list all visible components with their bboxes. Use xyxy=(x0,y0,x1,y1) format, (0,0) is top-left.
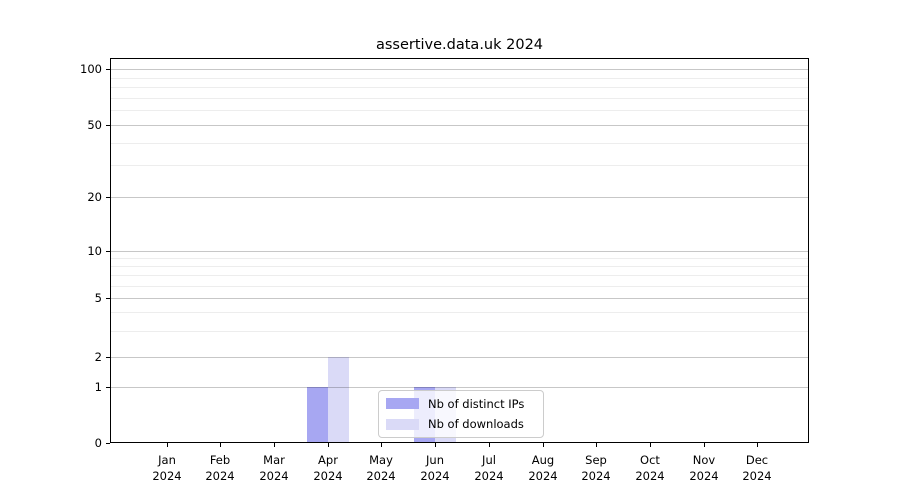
x-tick-mark-jun xyxy=(435,443,436,447)
month-label: Aug xyxy=(531,453,555,467)
major-gridline-100 xyxy=(110,69,809,70)
year-label: 2024 xyxy=(689,469,719,483)
month-label: May xyxy=(369,453,393,467)
bottom-spine xyxy=(110,442,809,443)
x-tick-label-jun: Jun 2024 xyxy=(407,452,463,484)
month-label: Dec xyxy=(745,453,769,467)
y-axis-spine xyxy=(110,58,111,443)
x-tick-label-aug: Aug 2024 xyxy=(515,452,571,484)
major-gridline-2 xyxy=(110,357,809,358)
x-tick-mark-mar xyxy=(274,443,275,447)
y-tick-mark-0 xyxy=(106,443,110,444)
x-tick-label-mar: Mar 2024 xyxy=(246,452,302,484)
legend-item-label: Nb of downloads xyxy=(428,417,524,432)
month-label: Oct xyxy=(640,453,660,467)
x-tick-label-nov: Nov 2024 xyxy=(676,452,732,484)
y-tick-label-20: 20 xyxy=(87,190,102,204)
major-gridline-10 xyxy=(110,251,809,252)
year-label: 2024 xyxy=(635,469,665,483)
x-tick-mark-oct xyxy=(650,443,651,447)
x-tick-mark-sep xyxy=(596,443,597,447)
year-label: 2024 xyxy=(152,469,182,483)
legend-item: Nb of distinct IPs xyxy=(386,394,536,414)
year-label: 2024 xyxy=(205,469,235,483)
year-label: 2024 xyxy=(528,469,558,483)
major-gridline-5 xyxy=(110,298,809,299)
bar-nb-of-downloads-apr xyxy=(328,357,349,443)
minor-gridline-30 xyxy=(110,165,809,166)
y-tick-mark-2 xyxy=(106,357,110,358)
year-label: 2024 xyxy=(313,469,343,483)
x-tick-mark-apr xyxy=(328,443,329,447)
year-label: 2024 xyxy=(581,469,611,483)
legend-item-label: Nb of distinct IPs xyxy=(428,396,525,411)
minor-gridline-4 xyxy=(110,312,809,313)
x-tick-mark-nov xyxy=(704,443,705,447)
month-label: Apr xyxy=(318,453,338,467)
minor-gridline-80 xyxy=(110,87,809,88)
x-tick-mark-jan xyxy=(167,443,168,447)
y-tick-label-0: 0 xyxy=(94,436,102,450)
minor-gridline-90 xyxy=(110,78,809,79)
x-tick-label-jan: Jan 2024 xyxy=(139,452,195,484)
x-tick-label-feb: Feb 2024 xyxy=(192,452,248,484)
y-tick-mark-20 xyxy=(106,197,110,198)
plot-area xyxy=(110,58,809,443)
legend-swatch-icon xyxy=(386,418,419,430)
minor-gridline-8 xyxy=(110,266,809,267)
legend: Nb of distinct IPs Nb of downloads xyxy=(378,390,544,438)
chart-title: assertive.data.uk 2024 xyxy=(375,37,544,53)
x-tick-mark-feb xyxy=(220,443,221,447)
year-label: 2024 xyxy=(420,469,450,483)
year-label: 2024 xyxy=(474,469,504,483)
legend-item: Nb of downloads xyxy=(386,414,536,434)
x-tick-label-dec: Dec 2024 xyxy=(729,452,785,484)
x-tick-label-jul: Jul 2024 xyxy=(461,452,517,484)
year-label: 2024 xyxy=(259,469,289,483)
month-label: Jul xyxy=(482,453,496,467)
major-gridline-50 xyxy=(110,125,809,126)
right-spine xyxy=(808,58,809,443)
month-label: Sep xyxy=(585,453,607,467)
x-tick-mark-jul xyxy=(489,443,490,447)
minor-gridline-7 xyxy=(110,275,809,276)
x-tick-label-oct: Oct 2024 xyxy=(622,452,678,484)
major-gridline-20 xyxy=(110,197,809,198)
y-tick-label-2: 2 xyxy=(94,350,102,364)
minor-gridline-9 xyxy=(110,258,809,259)
x-tick-mark-aug xyxy=(543,443,544,447)
y-tick-mark-1 xyxy=(106,387,110,388)
y-tick-label-10: 10 xyxy=(87,244,102,258)
minor-gridline-3 xyxy=(110,331,809,332)
y-tick-mark-50 xyxy=(106,125,110,126)
month-label: Jun xyxy=(426,453,444,467)
major-gridline-1 xyxy=(110,387,809,388)
y-tick-label-1: 1 xyxy=(94,380,102,394)
y-tick-mark-5 xyxy=(106,298,110,299)
month-label: Mar xyxy=(263,453,285,467)
legend-swatch-icon xyxy=(386,398,419,410)
x-tick-mark-may xyxy=(381,443,382,447)
month-label: Feb xyxy=(209,453,231,467)
y-tick-label-50: 50 xyxy=(87,118,102,132)
y-tick-mark-10 xyxy=(106,251,110,252)
year-label: 2024 xyxy=(366,469,396,483)
minor-gridline-60 xyxy=(110,110,809,111)
month-label: Nov xyxy=(692,453,716,467)
x-tick-label-may: May 2024 xyxy=(353,452,409,484)
minor-gridline-6 xyxy=(110,286,809,287)
y-tick-label-5: 5 xyxy=(94,291,102,305)
x-tick-label-sep: Sep 2024 xyxy=(568,452,624,484)
x-tick-label-apr: Apr 2024 xyxy=(300,452,356,484)
top-spine xyxy=(110,58,809,59)
month-label: Jan xyxy=(158,453,176,467)
minor-gridline-40 xyxy=(110,143,809,144)
y-tick-mark-100 xyxy=(106,69,110,70)
x-tick-mark-dec xyxy=(757,443,758,447)
bar-nb-of-distinct-ips-apr xyxy=(307,387,328,443)
y-tick-label-100: 100 xyxy=(80,62,102,76)
year-label: 2024 xyxy=(742,469,772,483)
minor-gridline-70 xyxy=(110,98,809,99)
